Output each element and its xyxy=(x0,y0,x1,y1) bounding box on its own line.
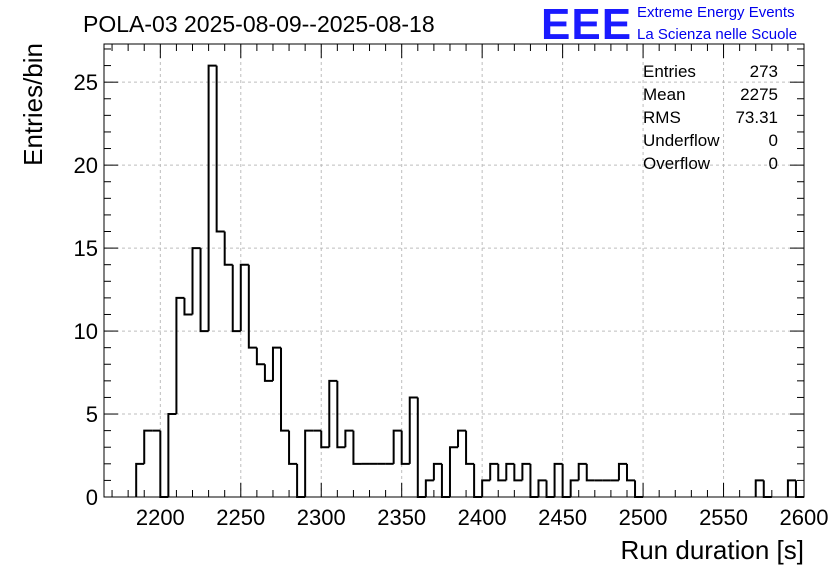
x-tick-label: 2200 xyxy=(136,505,185,530)
histogram-bin xyxy=(344,429,354,448)
chart-title: POLA-03 2025-08-09--2025-08-18 xyxy=(83,11,435,37)
plot-frame xyxy=(103,43,805,498)
histogram-bin xyxy=(320,430,330,449)
histogram-bin xyxy=(521,462,531,481)
histogram-bin xyxy=(183,297,193,316)
y-tick-label: 5 xyxy=(86,402,98,427)
histogram-bin xyxy=(223,231,233,266)
histogram-bin xyxy=(577,462,587,481)
x-tick-label: 2300 xyxy=(297,505,346,530)
grid xyxy=(104,44,805,497)
histogram-bin xyxy=(239,263,249,332)
x-tick-label: 2600 xyxy=(780,505,829,530)
y-tick-label: 20 xyxy=(74,153,98,178)
eee-logo-mark: EEE xyxy=(541,0,632,49)
y-tick-label: 0 xyxy=(86,485,98,510)
histogram-bin xyxy=(416,397,426,498)
x-tick-label: 2450 xyxy=(538,505,587,530)
histogram-bin xyxy=(247,264,257,349)
x-tick-label: 2550 xyxy=(699,505,748,530)
histogram-bin xyxy=(489,462,499,481)
histogram-bin xyxy=(448,446,459,497)
histogram-bin xyxy=(424,479,434,497)
histogram-bin xyxy=(328,379,338,448)
stats-label: Entries xyxy=(643,62,696,81)
histogram-bin xyxy=(336,380,346,449)
stats-label: Mean xyxy=(643,85,686,104)
histogram-bin xyxy=(625,463,636,482)
x-tick-label: 2400 xyxy=(458,505,507,530)
histogram-bin xyxy=(255,347,265,366)
histogram-bin xyxy=(231,264,241,333)
histogram-bin xyxy=(392,429,402,464)
histogram-bin xyxy=(754,479,764,497)
stats-label: RMS xyxy=(643,108,681,127)
y-tick-label: 15 xyxy=(74,236,98,261)
histogram-bin xyxy=(585,463,595,482)
histogram-bin xyxy=(786,479,796,497)
histogram-bin xyxy=(175,296,185,415)
histogram-bin xyxy=(352,430,362,465)
histogram-bin xyxy=(762,480,772,498)
histogram-bin xyxy=(481,479,491,497)
histogram-bin xyxy=(537,479,547,497)
y-tick-label: 10 xyxy=(74,319,98,344)
y-axis-title: Entries/bin xyxy=(18,43,48,166)
histogram-bin xyxy=(135,462,145,497)
histogram-bin xyxy=(167,413,177,497)
histogram-bin xyxy=(505,462,515,481)
stats-value: 0 xyxy=(769,131,778,150)
histogram-bin xyxy=(207,64,217,332)
eee-logo-line2: La Scienza nelle Scuole xyxy=(637,26,797,43)
histogram-bin xyxy=(569,479,579,497)
stats-label: Overflow xyxy=(643,154,711,173)
stats-label: Underflow xyxy=(643,131,720,150)
histogram-bin xyxy=(296,463,306,498)
histogram-bin xyxy=(432,462,442,481)
histogram-bin xyxy=(143,429,153,464)
histogram-bin xyxy=(794,480,804,498)
histogram-bin xyxy=(288,430,298,465)
stats-value: 2275 xyxy=(740,85,778,104)
histogram-bin xyxy=(465,430,475,465)
histogram-bin xyxy=(617,462,627,481)
histogram-bin xyxy=(191,247,201,315)
histogram-bin xyxy=(529,463,539,498)
histogram-bin xyxy=(634,480,644,498)
histogram-bin xyxy=(271,346,282,381)
histogram-bin xyxy=(304,429,314,497)
x-axis-title: Run duration [s] xyxy=(620,535,804,565)
histogram-bin xyxy=(280,347,290,432)
histogram-bin xyxy=(473,463,483,498)
x-tick-label: 2500 xyxy=(619,505,668,530)
axes: 2200 2250 2300 2350 2400 2450 2500 2550 26000510… xyxy=(74,43,829,530)
histogram-bin xyxy=(457,429,467,448)
eee-logo-line1: Extreme Energy Events xyxy=(637,4,795,21)
histogram-bin xyxy=(561,463,571,498)
x-tick-label: 2350 xyxy=(377,505,426,530)
x-tick-label: 2250 xyxy=(216,505,265,530)
histogram-bin xyxy=(263,364,273,382)
histogram-bin xyxy=(199,248,209,333)
histogram-bin xyxy=(553,462,563,497)
histogram-bin xyxy=(497,463,507,482)
y-tick-label: 25 xyxy=(74,70,98,95)
eee-logo: EEE Extreme Energy Events La Scienza nel… xyxy=(541,0,797,49)
stats-value: 73.31 xyxy=(735,108,778,127)
histogram-bin xyxy=(408,396,418,464)
histogram-bin xyxy=(400,430,410,465)
histogram-bin xyxy=(159,430,169,498)
histogram-bin xyxy=(215,65,225,233)
stats-value: 0 xyxy=(769,154,778,173)
stats-box: Entries 273 Mean 2275 RMS 73.31 Underflow 0 Over… xyxy=(643,62,778,173)
stats-value: 273 xyxy=(750,62,778,81)
histogram-bin xyxy=(513,463,523,482)
histogram-bin xyxy=(440,463,450,498)
histogram-bin xyxy=(545,480,555,498)
